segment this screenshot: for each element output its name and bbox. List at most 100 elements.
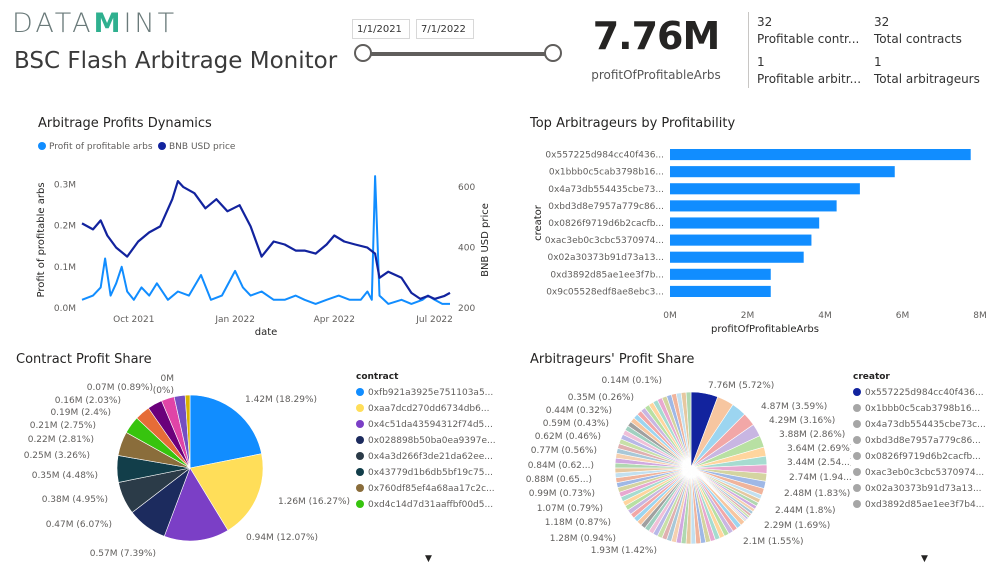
legend-dot xyxy=(853,484,861,492)
legend-item[interactable]: 0xd4c14d7d31aaffbf00d5... xyxy=(356,497,501,513)
slice-label: 0.07M (0.89%) xyxy=(87,383,153,393)
legend-item[interactable]: 0xd3892d85ae1ee3f7b4... xyxy=(853,497,999,513)
legend-item[interactable]: 0x1bbb0c5cab3798b16... xyxy=(853,401,999,417)
legend-item[interactable]: 0x557225d984cc40f436... xyxy=(853,385,999,401)
slice-label: 0.62M (0.46%) xyxy=(535,432,601,442)
bar[interactable] xyxy=(670,251,804,263)
legend-dot xyxy=(158,142,166,150)
slice-label: 0.21M (2.75%) xyxy=(30,421,96,431)
start-date-input[interactable]: 1/1/2021 xyxy=(352,19,410,39)
slice-label: 0.44M (0.32%) xyxy=(546,406,612,416)
pie-slice[interactable] xyxy=(163,467,229,542)
slice-label: 2.29M (1.69%) xyxy=(764,521,830,531)
legend-item[interactable]: 0xac3eb0c3cbc5370974... xyxy=(853,465,999,481)
contract-pie-title: Contract Profit Share xyxy=(16,352,152,367)
legend-label: Profit of profitable arbs xyxy=(49,142,153,152)
date-range-end-handle[interactable] xyxy=(544,44,562,62)
bar[interactable] xyxy=(670,200,837,212)
legend-label: 0xfb921a3925e751103a5... xyxy=(368,388,494,398)
slice-label: 0.47M (6.07%) xyxy=(46,520,112,530)
arbitrageurs-pie-title: Arbitrageurs' Profit Share xyxy=(530,352,695,367)
legend-dot xyxy=(853,388,861,396)
bar[interactable] xyxy=(670,149,971,161)
legend-label: 0xbd3d8e7957a779c86... xyxy=(865,436,981,446)
pie-slice[interactable] xyxy=(189,394,262,469)
slice-label: 0.57M (7.39%) xyxy=(90,549,156,559)
contract-profit-pie-chart[interactable]: 1.42M (18.29%) 1.26M (16.27%) 0.94M (12.07… xyxy=(10,368,350,568)
legend-dot xyxy=(356,452,364,460)
legend-item[interactable]: 0x4a73db554435cbe73c... xyxy=(853,417,999,433)
legend-item-1[interactable]: BNB USD price xyxy=(158,142,236,152)
bar[interactable] xyxy=(670,217,820,229)
legend-dot xyxy=(356,500,364,508)
pie-slice[interactable] xyxy=(685,391,692,469)
end-date-input[interactable]: 7/1/2022 xyxy=(416,19,474,39)
legend-dot xyxy=(853,452,861,460)
y-left-tick: 0.2M xyxy=(54,222,76,232)
legend-item-0[interactable]: Profit of profitable arbs xyxy=(38,142,153,152)
contract-legend: contract 0xfb921a3925e751103a5... 0xaa7dc… xyxy=(356,372,501,513)
legend-label: 0x0826f9719d6b2cacfb... xyxy=(865,452,981,462)
pie-slice[interactable] xyxy=(189,453,264,531)
date-range-track xyxy=(364,52,553,56)
series-line-0[interactable] xyxy=(81,175,450,305)
legend-item[interactable]: 0x028898b50ba0ea9397e... xyxy=(356,433,501,449)
slice-label: 0.38M (4.95%) xyxy=(42,495,108,505)
y-left-tick: 0.1M xyxy=(54,263,76,273)
y-right-tick: 400 xyxy=(458,244,475,254)
slice-label: 1.18M (0.87%) xyxy=(545,518,611,528)
slice-label: 0.22M (2.81%) xyxy=(28,435,94,445)
bar[interactable] xyxy=(670,268,771,280)
x-tick: 8M xyxy=(973,311,987,321)
stat-number: 1 xyxy=(757,55,765,69)
profit-dynamics-line-chart[interactable]: Profit of profitable arbs BNB USD price 0.… xyxy=(30,136,510,346)
bar[interactable] xyxy=(670,183,860,195)
y-right-tick: 600 xyxy=(458,183,475,193)
legend-label: 0x4a3d266f3de21da62ee... xyxy=(368,452,493,462)
pie-slice[interactable] xyxy=(184,394,191,469)
slice-label: (0%) xyxy=(153,386,174,396)
slice-label: 0.35M (4.48%) xyxy=(32,471,98,481)
kpi-value: 7.76M xyxy=(592,14,721,58)
slice-label: 0.14M (0.1%) xyxy=(601,376,662,386)
legend-item[interactable]: 0xbd3d8e7957a779c86... xyxy=(853,433,999,449)
series-line-1[interactable] xyxy=(81,179,451,300)
stat-profitable-arbitrageurs: 1 Profitable arbitr... xyxy=(757,55,861,86)
legend-dot xyxy=(853,500,861,508)
slice-label: 0.84M (0.62...) xyxy=(528,461,594,471)
slice-label: 0.16M (2.03%) xyxy=(55,396,121,406)
legend-item[interactable]: 0x4a3d266f3de21da62ee... xyxy=(356,449,501,465)
date-range-start-handle[interactable] xyxy=(354,44,372,62)
chevron-down-icon[interactable]: ▼ xyxy=(921,554,928,564)
slice-label: 4.29M (3.16%) xyxy=(769,416,835,426)
line-chart-title: Arbitrage Profits Dynamics xyxy=(38,116,212,131)
legend-item[interactable]: 0x02a30373b91d73a13... xyxy=(853,481,999,497)
slice-label: 2.74M (1.94...) xyxy=(789,473,851,483)
bar[interactable] xyxy=(670,285,771,297)
legend-label: 0x760df85ef4a68aa17c2c... xyxy=(368,484,495,494)
arbitrageurs-profit-pie-chart[interactable]: 7.76M (5.72%) 4.87M (3.59%) 4.29M (3.16%) 3… xyxy=(526,368,851,568)
legend-item[interactable]: 0xfb921a3925e751103a5... xyxy=(356,385,501,401)
legend-item[interactable]: 0xaa7dcd270dd6734db6... xyxy=(356,401,501,417)
x-tick: Jul 2022 xyxy=(415,315,453,325)
slice-label: 0.94M (12.07%) xyxy=(246,533,318,543)
bar[interactable] xyxy=(670,166,895,178)
top-arbitrageurs-bar-chart[interactable]: 0x557225d984cc40f436... 0x1bbb0c5cab3798b… xyxy=(525,136,995,346)
kpi-divider xyxy=(748,12,749,88)
legend-item[interactable]: 0x4c51da43594312f74d5... xyxy=(356,417,501,433)
legend-dot xyxy=(356,388,364,396)
chevron-down-icon[interactable]: ▼ xyxy=(425,554,432,564)
bar-category-label: 0xac3eb0c3cbc5370974... xyxy=(545,236,664,246)
bar[interactable] xyxy=(670,234,812,246)
legend-dot xyxy=(356,484,364,492)
legend-item[interactable]: 0x0826f9719d6b2cacfb... xyxy=(853,449,999,465)
bar-category-label: 0x557225d984cc40f436... xyxy=(545,151,664,161)
x-axis-title: date xyxy=(255,327,278,338)
x-axis-title: profitOfProfitableArbs xyxy=(711,324,819,335)
slice-label: 0.19M (2.4%) xyxy=(50,408,111,418)
slice-label: 1.26M (16.27%) xyxy=(278,497,350,507)
creator-legend-title: creator xyxy=(853,372,890,382)
slice-label: 0.59M (0.43%) xyxy=(543,419,609,429)
legend-item[interactable]: 0x43779d1b6db5bf19c75... xyxy=(356,465,501,481)
legend-item[interactable]: 0x760df85ef4a68aa17c2c... xyxy=(356,481,501,497)
